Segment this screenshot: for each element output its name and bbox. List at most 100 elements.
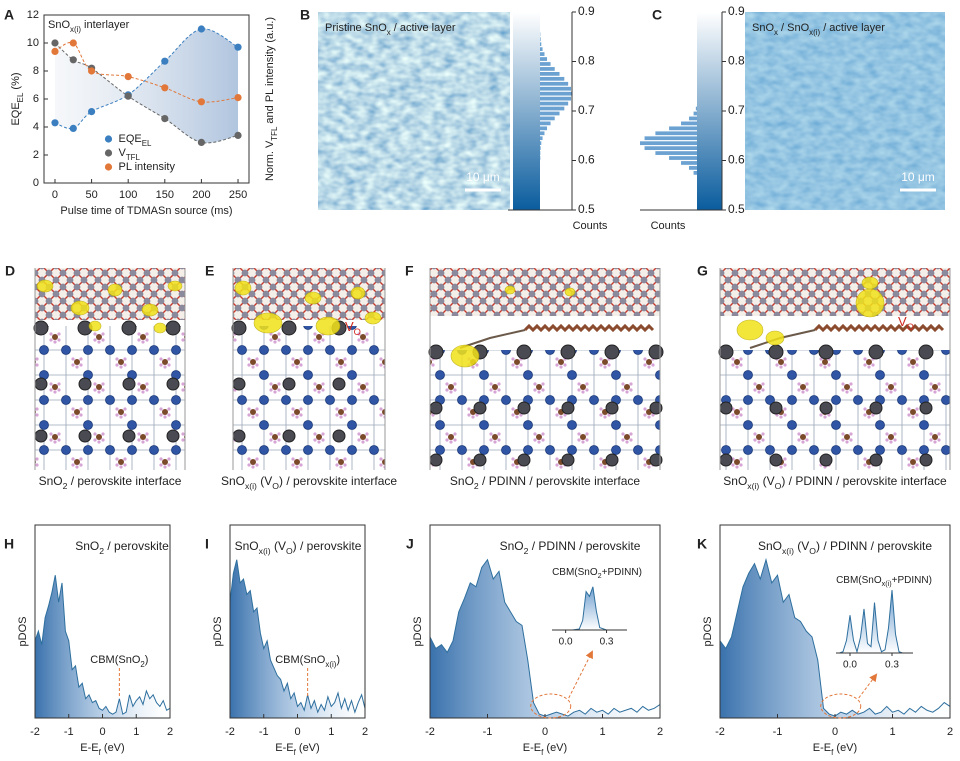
chart-title: SnO2 / perovskite <box>75 539 169 556</box>
data-point <box>234 94 242 102</box>
pb-atom <box>473 401 487 415</box>
text-segment: / perovskite <box>104 539 169 553</box>
pb-atom <box>718 344 734 360</box>
histogram-bar <box>540 62 551 66</box>
subscript: x(i) <box>70 25 81 34</box>
x-tick-label: 1 <box>133 726 139 738</box>
pb-atom <box>428 344 444 360</box>
data-point <box>234 43 242 51</box>
structure-caption: SnO2 / perovskite interface <box>39 474 182 491</box>
text-segment: interlayer <box>81 19 130 31</box>
x-axis-label: Pulse time of TDMASn source (ms) <box>60 205 232 217</box>
charge-density <box>861 276 879 290</box>
legend-marker <box>104 163 113 171</box>
text-segment: SnO <box>450 474 474 488</box>
y-tick-label: 8 <box>33 65 39 77</box>
pb-atom <box>33 320 49 336</box>
charge-density <box>450 344 480 368</box>
charge-density <box>167 280 183 292</box>
pb-atom <box>919 401 933 415</box>
x-tick-label: -1 <box>259 726 269 738</box>
pb-atom <box>516 344 532 360</box>
highlight-ellipse <box>530 693 572 719</box>
panel-letter: C <box>652 7 662 23</box>
inset-tick-label: 0.3 <box>600 637 614 648</box>
histogram-bar <box>540 67 555 71</box>
data-point <box>161 84 169 92</box>
y-tick-label: 0.5 <box>578 202 595 216</box>
panel-letter: H <box>4 536 14 552</box>
data-point <box>161 57 169 65</box>
panel-letter: J <box>406 536 414 552</box>
pb-atom <box>429 401 443 415</box>
data-point <box>234 131 242 139</box>
pb-atom <box>122 429 136 443</box>
pdinn-molecule <box>813 323 945 333</box>
text-segment: (eV) <box>296 742 320 754</box>
pb-atom <box>231 320 247 336</box>
dos-area <box>720 559 950 718</box>
text-segment: EQE <box>119 133 142 145</box>
pb-atom <box>332 377 346 391</box>
pb-atom <box>332 429 346 443</box>
data-point <box>87 108 96 116</box>
pb-atom <box>604 344 620 360</box>
x-tick-label: 100 <box>119 189 137 201</box>
chart-title: SnOx(i) (VO) / perovskite <box>235 539 362 556</box>
x-tick-label: 0 <box>832 726 838 738</box>
panel-letter: I <box>205 536 209 552</box>
text-segment: CBM(SnO <box>275 654 326 666</box>
pb-atom <box>649 401 663 415</box>
panel-letter: G <box>697 263 708 279</box>
charge-density <box>70 300 90 316</box>
text-segment: E-E <box>275 742 293 754</box>
subscript: 2 <box>474 481 479 491</box>
histogram-bar <box>681 161 697 165</box>
panel-letter: A <box>4 7 14 23</box>
pdinn-molecule <box>523 323 655 333</box>
histogram-bar <box>540 126 548 131</box>
dos-line <box>34 575 171 715</box>
histogram-bar <box>644 136 697 141</box>
text-segment: E-E <box>813 742 831 754</box>
text-segment: / PDINN / perovskite <box>528 539 640 553</box>
histogram-bar <box>540 121 551 126</box>
y-tick-label: 0.8 <box>578 54 595 68</box>
subscript: O <box>354 327 361 337</box>
y-axis-label: pDOS <box>212 617 224 647</box>
histogram-bar <box>540 111 560 116</box>
text-segment: SnO <box>75 539 99 553</box>
pb-atom <box>919 453 933 467</box>
text-segment: SnO <box>221 474 245 488</box>
text-segment: EQE <box>10 102 22 125</box>
histogram-bar <box>644 146 697 150</box>
charge-density <box>304 291 322 305</box>
image-label: Pristine SnOx / active layer <box>325 22 456 37</box>
text-segment: (eV) <box>101 742 125 754</box>
text-segment: / PDINN / perovskite interface <box>479 474 641 488</box>
pb-atom <box>282 429 296 443</box>
histogram-bar <box>540 57 548 61</box>
text-segment: SnO <box>752 22 774 34</box>
chart-title: SnO2 / PDINN / perovskite <box>500 539 641 556</box>
structure-caption: SnOx(i) (VO) / perovskite interface <box>221 474 397 491</box>
histogram-bar <box>540 91 572 96</box>
pdinn-tail <box>459 329 526 349</box>
text-segment: SnO <box>723 474 747 488</box>
legend-label: EQEEL <box>119 133 153 148</box>
data-point <box>124 73 132 81</box>
vacancy-label: VO <box>898 314 914 332</box>
text-segment: E-E <box>80 742 98 754</box>
subscript: 2 <box>598 571 602 580</box>
x-tick-label: 1 <box>889 726 895 738</box>
dos-line <box>229 559 366 714</box>
data-point <box>51 119 59 127</box>
text-segment: / perovskite interface <box>67 474 181 488</box>
charge-density <box>315 316 341 336</box>
x-axis-label: E-Ef (eV) <box>523 742 567 757</box>
histogram-bar <box>540 72 560 76</box>
text-segment: ) / perovskite interface <box>279 474 397 488</box>
pb-atom <box>34 377 48 391</box>
pb-atom <box>78 429 92 443</box>
